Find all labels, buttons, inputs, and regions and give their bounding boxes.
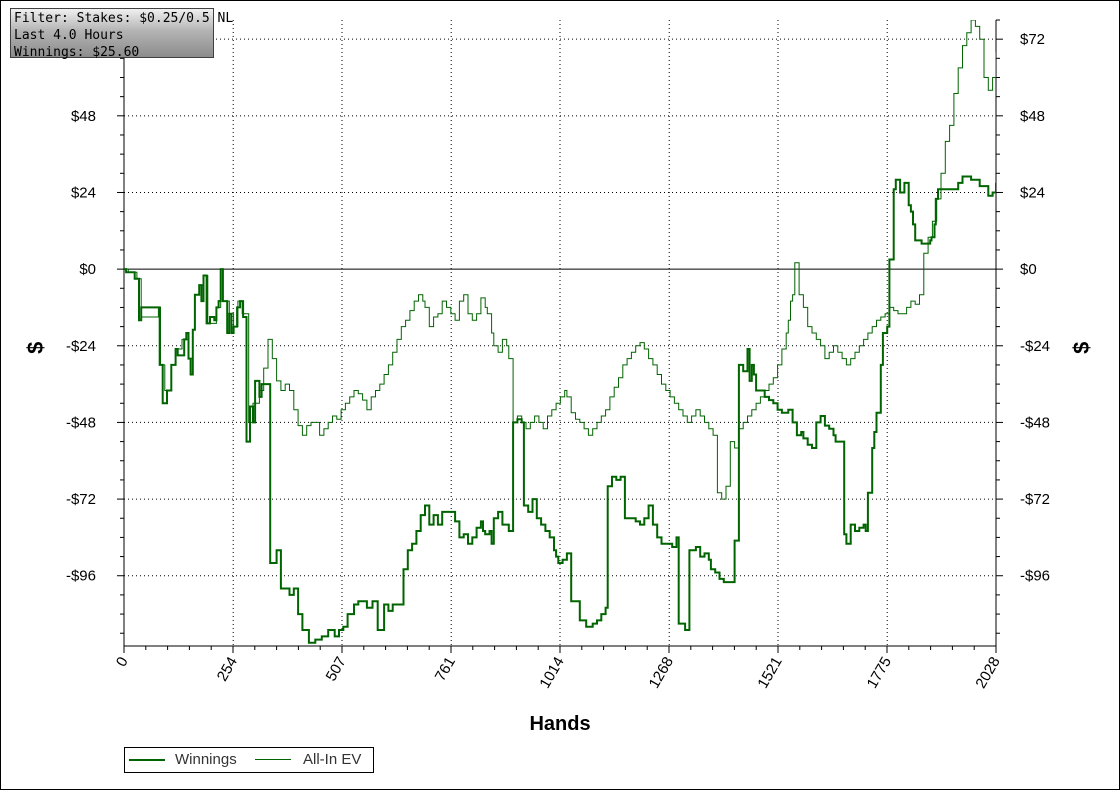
y-tick-label-left: -$24 — [66, 338, 96, 355]
x-tick-label: 1521 — [754, 654, 785, 691]
y-tick-label-right: -$96 — [1020, 568, 1050, 585]
x-tick-label: 1014 — [536, 654, 567, 691]
y-tick-label-right: -$24 — [1020, 338, 1050, 355]
y-tick-label-left: $0 — [79, 261, 96, 278]
x-tick-label: 1268 — [646, 654, 677, 691]
legend-label-allin-ev: All-In EV — [303, 751, 362, 768]
legend-swatch-winnings — [129, 759, 165, 761]
x-tick-label: 0 — [113, 654, 132, 670]
y-axis-title-left: $ — [23, 342, 48, 354]
x-tick-label: 2028 — [972, 654, 1003, 691]
y-tick-label-right: -$72 — [1020, 491, 1050, 508]
y-tick-label-left: -$96 — [66, 568, 96, 585]
winnings-text: Winnings: $25.60 — [14, 45, 140, 60]
y-tick-label-right: $24 — [1020, 184, 1045, 201]
y-tick-label-right: $72 — [1020, 31, 1045, 48]
y-tick-label-left: -$48 — [66, 414, 96, 431]
legend-swatch-allin-ev — [255, 759, 291, 760]
y-tick-label-left: -$72 — [66, 491, 96, 508]
filter-info-box: Filter: Stakes: $0.25/0.5 NL Last 4.0 Ho… — [10, 8, 234, 60]
series-line-allin-ev — [124, 20, 996, 500]
series-line-winnings — [124, 175, 996, 644]
y-tick-label-right: -$48 — [1020, 414, 1050, 431]
legend-label-winnings: Winnings — [175, 751, 237, 768]
filter-text: Filter: Stakes: $0.25/0.5 NL — [14, 11, 234, 26]
y-tick-label-left: $48 — [71, 108, 96, 125]
y-axis-title-right: $ — [1069, 342, 1094, 354]
x-tick-label: 254 — [214, 654, 241, 684]
legend: Winnings All-In EV — [124, 747, 374, 773]
x-tick-label: 507 — [323, 654, 350, 684]
x-tick-label: 761 — [432, 654, 459, 684]
y-tick-label-right: $0 — [1020, 261, 1037, 278]
y-tick-label-right: $48 — [1020, 108, 1045, 125]
x-tick-label: 1775 — [864, 654, 895, 691]
y-tick-label-left: $24 — [71, 184, 96, 201]
period-text: Last 4.0 Hours — [14, 28, 124, 43]
x-axis-title: Hands — [529, 713, 590, 735]
